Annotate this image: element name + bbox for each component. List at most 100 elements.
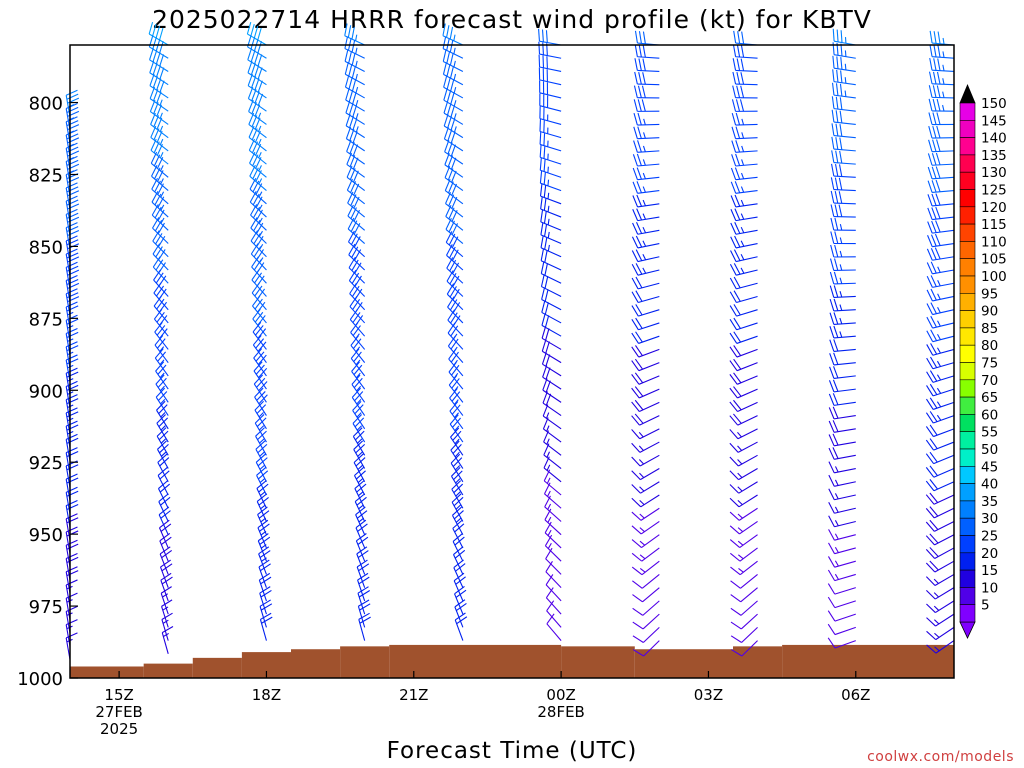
wind-barb [926,600,955,614]
wind-barb [259,599,273,628]
wind-barb [254,400,267,430]
wind-barb [542,365,562,390]
wind-barb [731,99,758,112]
wind-barb [249,164,267,192]
colorbar-cell [959,500,976,519]
wind-barb [928,71,955,86]
wind-barb [149,86,169,112]
colorbar-label: 145 [981,113,1007,129]
wind-barb [730,573,758,589]
wind-barb [832,69,856,86]
wind-barb [925,438,955,451]
wind-barb [829,271,856,285]
wind-barb [248,112,267,139]
wind-barb [358,612,371,641]
wind-barb [631,331,660,344]
wind-barb [925,573,955,586]
wind-barb [730,560,758,576]
colorbar-cell [959,171,976,190]
wind-barb [442,23,464,46]
wind-barb [154,335,169,363]
wind-barb [546,613,562,641]
wind-barb [449,414,464,443]
terrain-segment [192,657,242,678]
wind-barb [829,285,856,299]
wind-barb [540,196,562,218]
wind-barb [731,126,758,140]
wind-barb [729,468,758,481]
wind-barb [351,374,366,403]
wind-barb [729,372,758,385]
wind-barb [926,288,955,302]
colorbar-label: 135 [981,148,1007,164]
colorbar-label: 125 [981,183,1007,199]
wind-barb [161,599,173,628]
colorbar-label: 25 [981,529,998,545]
wind-barb [248,125,267,152]
wind-barb [730,181,758,194]
wind-barb [830,231,856,245]
wind-barb [150,138,169,165]
wind-barb [828,406,856,420]
wind-barb [253,348,267,377]
wind-barb [544,495,562,522]
wind-barb [154,321,169,350]
wind-barb [153,282,169,311]
wind-barb [357,586,371,615]
wind-barb [632,194,660,208]
wind-barb [445,218,464,244]
wind-barb [832,28,856,46]
x-tick-label: 15Z [104,686,133,704]
colorbar-label: 95 [981,286,998,302]
wind-barb [828,474,856,487]
credit-text: coolwx.com/models [867,749,1014,765]
wind-barb [732,58,758,73]
colorbar-label: 75 [981,356,998,372]
wind-barb [632,587,660,603]
x-tick-label: 2025 [100,720,138,738]
wind-barb [831,96,856,112]
wind-barb [731,140,758,153]
wind-barb [443,114,464,139]
wind-barb [830,177,856,192]
terrain [70,644,954,678]
wind-barb [926,275,955,288]
wind-barb [831,150,856,165]
wind-barb [730,194,758,208]
colorbar-cell [959,327,976,346]
wind-barb [730,600,758,616]
wind-barb [632,153,660,167]
wind-barb [151,164,169,192]
colorbar-label: 105 [981,252,1007,268]
terrain-segment [389,644,562,678]
wind-barb [443,101,464,125]
wind-barb [345,113,365,139]
wind-barb [351,387,366,416]
terrain-segment [561,646,635,678]
wind-barb [254,414,267,443]
wind-barb [926,343,955,356]
wind-barb [540,235,562,258]
wind-barb [449,388,464,416]
wind-barb [454,612,468,641]
wind-barb [730,249,758,263]
wind-barb [259,586,272,615]
wind-barb [829,366,856,379]
wind-barb [631,386,660,399]
wind-barb [631,534,660,549]
wind-barb [353,453,366,483]
wind-barb [927,152,955,166]
wind-barb [925,479,955,492]
wind-barb [831,136,856,152]
wind-barb [345,100,365,125]
wind-barb [156,414,169,443]
wind-barb [828,447,856,460]
colorbar-cell [959,552,976,571]
wind-barb [729,534,758,549]
wind-barb [729,317,758,331]
wind-barb [831,123,856,139]
y-tick-label: 900 [29,381,63,402]
colorbar-cell [959,344,976,363]
wind-barb [444,179,464,205]
